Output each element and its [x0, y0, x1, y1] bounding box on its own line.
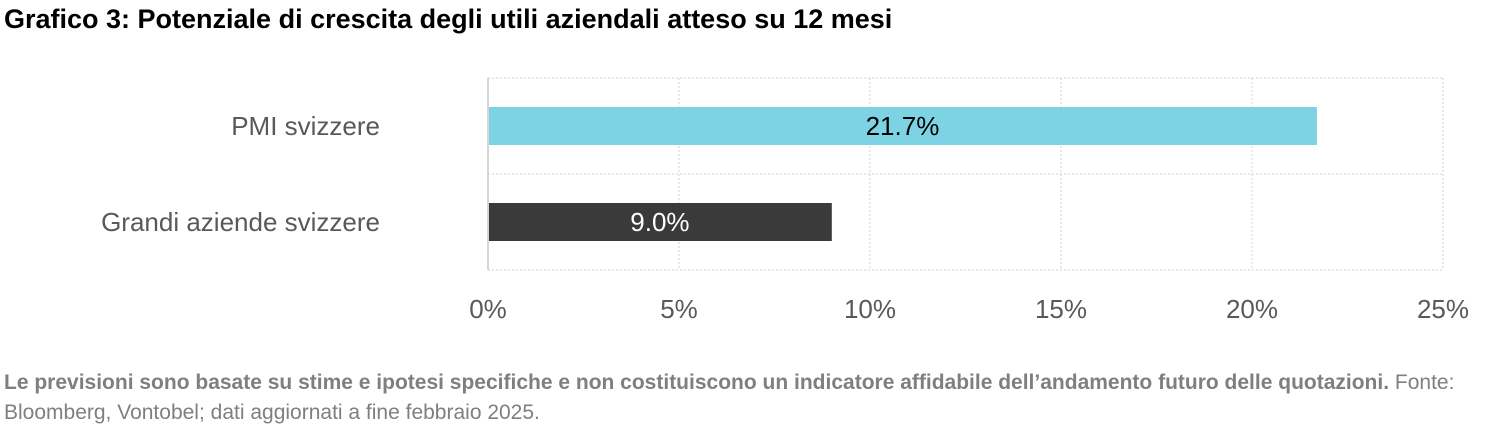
category-labels: PMI svizzere Grandi aziende svizzere — [101, 111, 380, 237]
data-label: 21.7% — [866, 111, 940, 141]
x-tick-label: 0% — [469, 294, 507, 324]
x-tick-label: 10% — [844, 294, 896, 324]
category-label: Grandi aziende svizzere — [101, 207, 380, 237]
bar — [489, 203, 832, 241]
x-tick-label: 15% — [1035, 294, 1087, 324]
footnote-disclaimer: Le previsioni sono basate su stime e ipo… — [4, 371, 1390, 394]
footnote: Le previsioni sono basate su stime e ipo… — [4, 368, 1484, 428]
x-tick-label: 20% — [1226, 294, 1278, 324]
grid-lines — [487, 77, 1444, 271]
chart-title: Grafico 3: Potenziale di crescita degli … — [4, 4, 893, 34]
x-tick-label: 5% — [660, 294, 698, 324]
bars: 21.7% 9.0% — [489, 107, 1317, 241]
bar-chart: 21.7% 9.0% PMI svizzere Grandi aziende svi… — [101, 77, 1469, 324]
bar — [489, 107, 1317, 145]
x-tick-labels: 0% 5% 10% 15% 20% 25% — [469, 294, 1469, 324]
x-tick-label: 25% — [1417, 294, 1469, 324]
footnote-source: Fonte: Bloomberg, Vontobel; dati aggiorn… — [4, 371, 1455, 424]
category-label: PMI svizzere — [231, 111, 380, 141]
data-label: 9.0% — [630, 207, 689, 237]
